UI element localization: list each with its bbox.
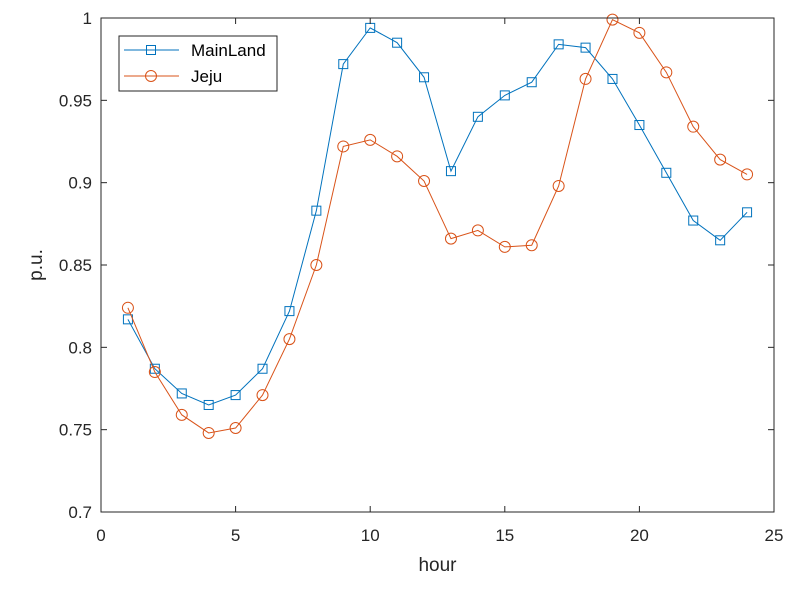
data-point-jeju [552, 179, 565, 192]
data-point-mainland [203, 399, 214, 410]
data-point-jeju [121, 301, 134, 314]
data-point-jeju [391, 150, 404, 163]
data-point-mainland [472, 111, 483, 122]
data-point-jeju [741, 168, 754, 181]
data-point-mainland [311, 205, 322, 216]
data-point-mainland [338, 59, 349, 70]
data-point-mainland [580, 42, 591, 53]
data-point-mainland [419, 72, 430, 83]
legend-label-mainland: MainLand [191, 41, 266, 60]
plot-area [101, 18, 774, 512]
x-tick-label: 10 [361, 526, 380, 545]
legend-marker-jeju [145, 70, 157, 82]
data-point-jeju [525, 239, 538, 252]
x-tick-label: 20 [630, 526, 649, 545]
data-point-mainland [742, 207, 753, 218]
data-point-jeju [148, 366, 161, 379]
data-point-jeju [256, 389, 269, 402]
x-axis-label: hour [418, 555, 457, 576]
y-tick-label: 0.9 [68, 174, 92, 193]
axes-layer: 0 5 10 15 20 25 0.7 0.75 0.8 0.85 0.9 0.95 1 [59, 9, 784, 545]
y-tick-label: 0.75 [59, 421, 92, 440]
y-axis-label: p.u. [26, 249, 47, 281]
x-tick-label: 15 [495, 526, 514, 545]
data-point-mainland [661, 167, 672, 178]
legend-label-jeju: Jeju [191, 67, 222, 86]
data-point-jeju [687, 120, 700, 133]
series-line-jeju [127, 18, 748, 434]
data-point-mainland [526, 77, 537, 88]
y-tick-label: 0.95 [59, 91, 92, 110]
data-point-jeju [660, 66, 673, 79]
x-tick-label: 0 [96, 526, 105, 545]
y-tick-label: 0.85 [59, 256, 92, 275]
data-point-jeju [310, 259, 323, 271]
data-point-jeju [418, 175, 431, 188]
data-point-mainland [499, 90, 510, 101]
data-point-mainland [634, 120, 645, 131]
data-point-jeju [633, 26, 646, 39]
data-point-mainland [176, 388, 187, 399]
data-point-mainland [688, 215, 699, 226]
data-point-jeju [364, 133, 377, 146]
series-layer [121, 13, 754, 439]
data-point-mainland [284, 306, 295, 317]
data-point-mainland [392, 37, 403, 48]
x-tick-label: 25 [765, 526, 784, 545]
data-point-jeju [337, 140, 350, 153]
y-tick-label: 0.8 [68, 338, 92, 357]
data-point-jeju [229, 422, 242, 435]
data-point-jeju [444, 232, 457, 245]
x-tick-label: 5 [231, 526, 240, 545]
data-point-jeju [579, 72, 592, 85]
data-point-mainland [230, 390, 241, 401]
legend-box [118, 35, 278, 92]
legend: MainLand Jeju [118, 35, 278, 92]
data-point-jeju [498, 240, 511, 253]
data-point-jeju [471, 224, 484, 237]
data-point-mainland [607, 73, 618, 84]
data-point-jeju [175, 408, 188, 421]
data-point-mainland [715, 235, 726, 246]
y-tick-label: 0.7 [68, 503, 92, 522]
data-point-jeju [283, 333, 296, 346]
data-point-jeju [202, 426, 215, 439]
data-point-mainland [445, 166, 456, 177]
legend-marker-mainland [146, 45, 156, 55]
y-tick-label: 1 [83, 9, 92, 28]
data-point-mainland [257, 363, 268, 374]
data-point-jeju [714, 153, 727, 166]
data-point-mainland [553, 39, 564, 50]
data-point-jeju [606, 13, 619, 26]
